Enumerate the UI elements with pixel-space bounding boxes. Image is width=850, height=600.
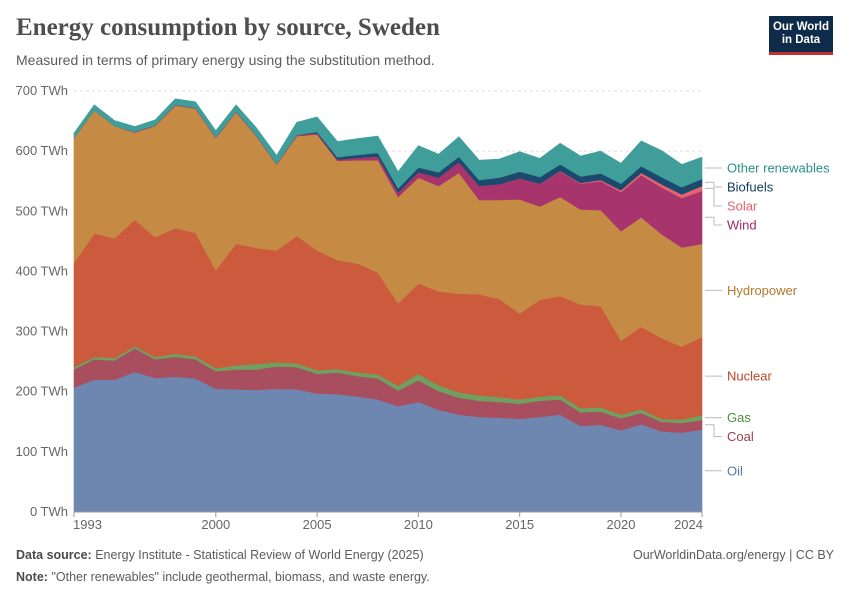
legend-label-oil: Oil <box>727 463 743 478</box>
y-tick-label: 0 TWh <box>30 504 68 519</box>
y-tick-label: 700 TWh <box>15 83 68 98</box>
chart-title: Energy consumption by source, Sweden <box>16 14 440 41</box>
logo-line-2: in Data <box>781 34 821 46</box>
chart-note: Note: "Other renewables" include geother… <box>16 570 430 584</box>
x-tick-label: 1993 <box>73 517 102 532</box>
y-tick-label: 300 TWh <box>15 324 68 339</box>
legend-connector-solar <box>705 187 722 207</box>
data-source: Data source: Energy Institute - Statisti… <box>16 548 424 562</box>
x-tick-label: 2024 <box>674 517 703 532</box>
x-tick-label: 2005 <box>303 517 332 532</box>
y-tick-label: 500 TWh <box>15 203 68 218</box>
data-source-label: Data source: <box>16 548 92 562</box>
legend-label-solar: Solar <box>727 198 758 213</box>
note-text: "Other renewables" include geothermal, b… <box>51 570 430 584</box>
y-tick-label: 200 TWh <box>15 384 68 399</box>
chart-subtitle: Measured in terms of primary energy usin… <box>16 52 435 68</box>
note-label: Note: <box>16 570 48 584</box>
logo-line-1: Our World <box>772 21 829 33</box>
x-tick-label: 2020 <box>607 517 636 532</box>
legend-connector-wind <box>705 216 722 226</box>
area-other-renewables <box>73 98 703 189</box>
legend-label-nuclear: Nuclear <box>727 369 772 384</box>
y-tick-label: 100 TWh <box>15 444 68 459</box>
x-tick-label: 2010 <box>404 517 433 532</box>
legend-label-biofuels: Biofuels <box>727 179 774 194</box>
legend-label-hydropower: Hydropower <box>727 283 798 298</box>
x-tick-label: 2015 <box>505 517 534 532</box>
legend-connector-coal <box>705 424 722 438</box>
legend-label-gas: Gas <box>727 410 751 425</box>
data-source-link[interactable]: Energy Institute - Statistical Review of… <box>95 548 424 562</box>
legend-label-wind: Wind <box>727 217 757 232</box>
owid-logo[interactable]: Our World in Data <box>769 16 833 55</box>
legend-label-coal: Coal <box>727 429 754 444</box>
y-tick-label: 600 TWh <box>15 143 68 158</box>
legend-connector-biofuels <box>705 181 722 188</box>
y-tick-label: 400 TWh <box>15 263 68 278</box>
x-tick-label: 2000 <box>201 517 230 532</box>
credit-link[interactable]: OurWorldinData.org/energy | CC BY <box>632 548 834 562</box>
legend-label-other-renewables: Other renewables <box>727 160 830 175</box>
